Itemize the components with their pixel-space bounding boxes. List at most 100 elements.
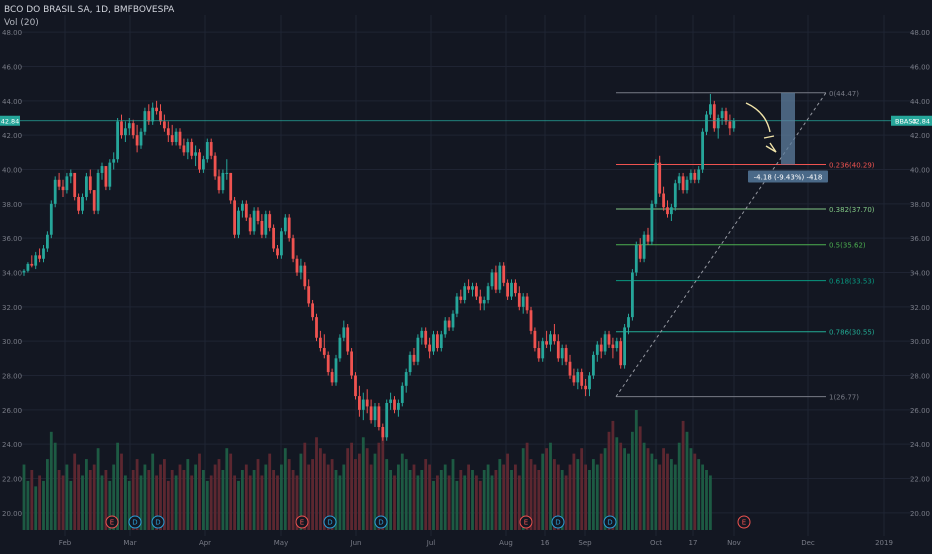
candle-body[interactable] [241,203,244,211]
candle-body[interactable] [135,135,139,146]
candle-body[interactable] [650,203,654,242]
candle-body[interactable] [576,372,580,383]
candle-body[interactable] [229,172,233,201]
candle-body[interactable] [400,385,404,403]
candle-body[interactable] [556,341,560,359]
candle-body[interactable] [369,406,373,421]
candle-body[interactable] [194,152,197,156]
candle-body[interactable] [30,263,34,266]
candle-body[interactable] [252,210,256,232]
candle-body[interactable] [549,334,552,345]
candle-body[interactable] [61,186,65,191]
candle-body[interactable] [143,111,147,132]
candle-body[interactable] [638,245,642,259]
candle-body[interactable] [603,334,607,352]
candle-body[interactable] [486,286,490,300]
candle-body[interactable] [104,166,108,187]
candle-body[interactable] [455,296,459,314]
measure-box[interactable] [781,92,795,165]
candle-body[interactable] [120,121,123,136]
event-marker[interactable] [374,515,388,529]
candle-body[interactable] [198,152,201,170]
candle-body[interactable] [420,330,424,338]
candle-body[interactable] [205,142,209,160]
candle-body[interactable] [178,131,182,146]
candle-body[interactable] [584,385,587,390]
candle-body[interactable] [264,214,268,235]
candle-body[interactable] [517,293,521,307]
candle-body[interactable] [272,227,275,249]
candle-body[interactable] [510,282,513,297]
candle-body[interactable] [124,128,127,136]
candle-body[interactable] [38,255,41,259]
candle-body[interactable] [537,348,541,359]
candle-body[interactable] [728,121,732,129]
candle-body[interactable] [96,172,100,211]
candle-body[interactable] [326,354,330,373]
candle-body[interactable] [416,337,420,362]
candle-body[interactable] [720,111,724,118]
candle-body[interactable] [237,210,240,235]
candle-body[interactable] [268,214,272,228]
event-marker[interactable] [295,515,309,529]
candle-body[interactable] [330,372,334,383]
event-marker[interactable] [737,515,751,529]
drawn-arrow-curve[interactable] [745,102,771,133]
candle-body[interactable] [615,341,619,349]
candle-body[interactable] [705,114,708,132]
symbol-title[interactable]: BCO DO BRASIL SA, 1D, BMFBOVESPA [4,5,175,15]
event-marker[interactable] [323,515,337,529]
candle-body[interactable] [291,238,295,259]
candle-body[interactable] [139,131,143,146]
indicator-label[interactable]: Vol (20) [4,18,39,28]
candle-body[interactable] [685,179,689,191]
candle-body[interactable] [295,258,299,273]
candle-body[interactable] [572,375,576,383]
candle-body[interactable] [315,317,318,338]
event-marker[interactable] [151,515,165,529]
candle-body[interactable] [100,166,104,173]
candle-body[interactable] [46,234,49,249]
candle-body[interactable] [471,286,474,290]
candle-body[interactable] [709,104,712,115]
candle-body[interactable] [670,207,673,215]
candle-body[interactable] [564,348,568,362]
candle-body[interactable] [619,341,623,366]
candle-body[interactable] [26,263,30,271]
candle-body[interactable] [53,179,57,204]
candle-body[interactable] [432,334,435,352]
candle-body[interactable] [190,142,194,156]
candle-body[interactable] [283,217,287,232]
candle-body[interactable] [299,265,303,273]
candle-body[interactable] [49,203,53,235]
candle-body[interactable] [393,399,396,410]
candle-body[interactable] [381,427,385,438]
candle-body[interactable] [631,272,634,318]
candle-body[interactable] [334,358,338,383]
candle-body[interactable] [151,107,155,122]
candle-body[interactable] [209,142,213,156]
candle-body[interactable] [354,375,357,397]
candle-body[interactable] [307,286,311,304]
candle-body[interactable] [588,375,591,390]
candle-body[interactable] [494,272,498,290]
candle-body[interactable] [634,245,638,273]
candle-body[interactable] [358,396,361,410]
candle-body[interactable] [65,176,69,191]
candle-body[interactable] [514,282,517,294]
event-marker[interactable] [128,515,142,529]
candle-body[interactable] [646,234,650,242]
candle-body[interactable] [127,123,131,129]
candle-body[interactable] [627,317,630,328]
candle-body[interactable] [693,172,697,180]
candle-body[interactable] [436,334,439,349]
candle-body[interactable] [159,111,162,122]
candle-body[interactable] [732,120,736,129]
candle-body[interactable] [112,159,116,163]
candle-body[interactable] [81,196,84,211]
candle-body[interactable] [658,162,662,194]
candle-body[interactable] [623,327,626,366]
candle-body[interactable] [697,169,701,180]
